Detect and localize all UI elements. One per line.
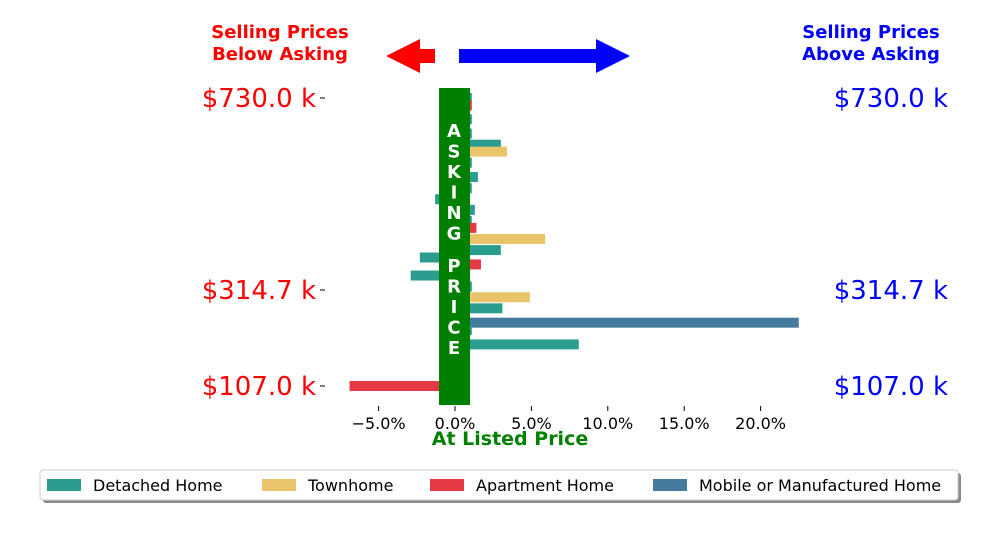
- right-arrow-icon: [459, 39, 630, 73]
- below-asking-label-line1: Selling Prices: [211, 22, 348, 43]
- right-price-label: $314.7 k: [834, 276, 948, 306]
- asking-letter: K: [447, 162, 462, 183]
- bar-detached-home-14: [455, 245, 501, 256]
- bar-detached-home-23: [455, 339, 579, 350]
- asking-letter: I: [451, 297, 458, 318]
- x-tick-label: 5.0%: [511, 414, 552, 433]
- legend-label: Mobile or Manufactured Home: [699, 476, 941, 495]
- left-price-label: $314.7 k: [202, 276, 316, 306]
- legend-swatch: [262, 479, 296, 491]
- legend-label: Apartment Home: [476, 476, 614, 495]
- bar-townhome-19: [455, 292, 530, 303]
- x-tick-label: 20.0%: [735, 414, 786, 433]
- asking-letter: I: [451, 183, 458, 204]
- y-tick-layer: $730.0 k $730.0 k $314.7 k $314.7 k $107.0 k…: [202, 84, 948, 402]
- legend-label: Townhome: [307, 476, 393, 495]
- left-price-label: $107.0 k: [202, 372, 316, 402]
- right-price-label: $107.0 k: [834, 372, 948, 402]
- asking-letter: S: [448, 142, 461, 163]
- asking-letter: G: [447, 224, 462, 245]
- bar-detached-home-20: [455, 303, 503, 314]
- x-axis-label: At Listed Price: [432, 428, 588, 450]
- above-asking-label-line1: Selling Prices: [802, 22, 939, 43]
- x-tick-label: 15.0%: [659, 414, 710, 433]
- left-arrow-icon: [386, 39, 435, 73]
- legend-swatch: [47, 479, 81, 491]
- right-price-label: $730.0 k: [834, 84, 948, 114]
- bar-apartment-home-24: [349, 381, 455, 391]
- asking-letter: C: [447, 318, 460, 339]
- asking-letter: R: [447, 277, 461, 298]
- legend: Detached Home Townhome Apartment Home Mobil…: [47, 476, 941, 495]
- below-asking-label-line2: Below Asking: [212, 44, 348, 65]
- above-asking-label-line2: Above Asking: [802, 44, 940, 65]
- asking-letter: N: [446, 203, 461, 224]
- bar-detached-home-15: [419, 252, 455, 263]
- bar-townhome-5: [455, 146, 507, 157]
- asking-letter: P: [447, 256, 460, 277]
- legend-box: [39, 469, 959, 501]
- asking-letter: A: [447, 121, 461, 142]
- bars-layer: [349, 93, 799, 391]
- bar-detached-home-17: [410, 270, 455, 281]
- left-price-label: $730.0 k: [202, 84, 316, 114]
- x-axis: −5.0% 0.0% 5.0% 10.0% 15.0% 20.0%: [352, 406, 786, 433]
- asking-price-column: [439, 88, 470, 405]
- legend-swatch: [653, 479, 687, 491]
- bar-detached-home-4: [455, 139, 501, 150]
- x-tick-label: 10.0%: [582, 414, 633, 433]
- x-tick-label: 0.0%: [435, 414, 476, 433]
- asking-letter: E: [448, 338, 460, 359]
- legend-label: Detached Home: [93, 476, 223, 495]
- bar-townhome-13: [455, 233, 546, 244]
- bar-mobile-or-manufactured-home-21: [455, 317, 799, 328]
- x-tick-label: −5.0%: [352, 414, 406, 433]
- legend-swatch: [430, 479, 464, 491]
